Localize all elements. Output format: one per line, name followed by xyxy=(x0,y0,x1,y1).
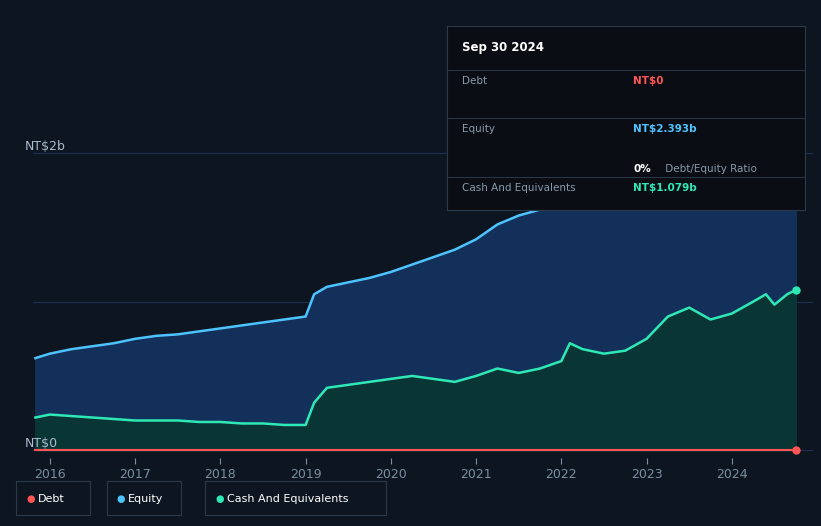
Text: ●: ● xyxy=(215,493,223,504)
Text: NT$2b: NT$2b xyxy=(25,140,66,153)
Text: NT$1.079b: NT$1.079b xyxy=(633,183,697,193)
Text: 0%: 0% xyxy=(633,165,651,175)
Text: ●: ● xyxy=(117,493,125,504)
Text: Debt/Equity Ratio: Debt/Equity Ratio xyxy=(662,165,757,175)
Text: Sep 30 2024: Sep 30 2024 xyxy=(461,41,544,54)
Text: Equity: Equity xyxy=(461,124,495,134)
Text: Cash And Equivalents: Cash And Equivalents xyxy=(461,183,576,193)
Text: NT$0: NT$0 xyxy=(25,437,58,450)
Text: Cash And Equivalents: Cash And Equivalents xyxy=(227,493,348,504)
Text: NT$2.393b: NT$2.393b xyxy=(633,124,697,134)
Text: Equity: Equity xyxy=(128,493,163,504)
Text: Debt: Debt xyxy=(38,493,65,504)
Text: ●: ● xyxy=(26,493,34,504)
Text: Debt: Debt xyxy=(461,76,487,86)
Text: NT$0: NT$0 xyxy=(633,76,663,86)
